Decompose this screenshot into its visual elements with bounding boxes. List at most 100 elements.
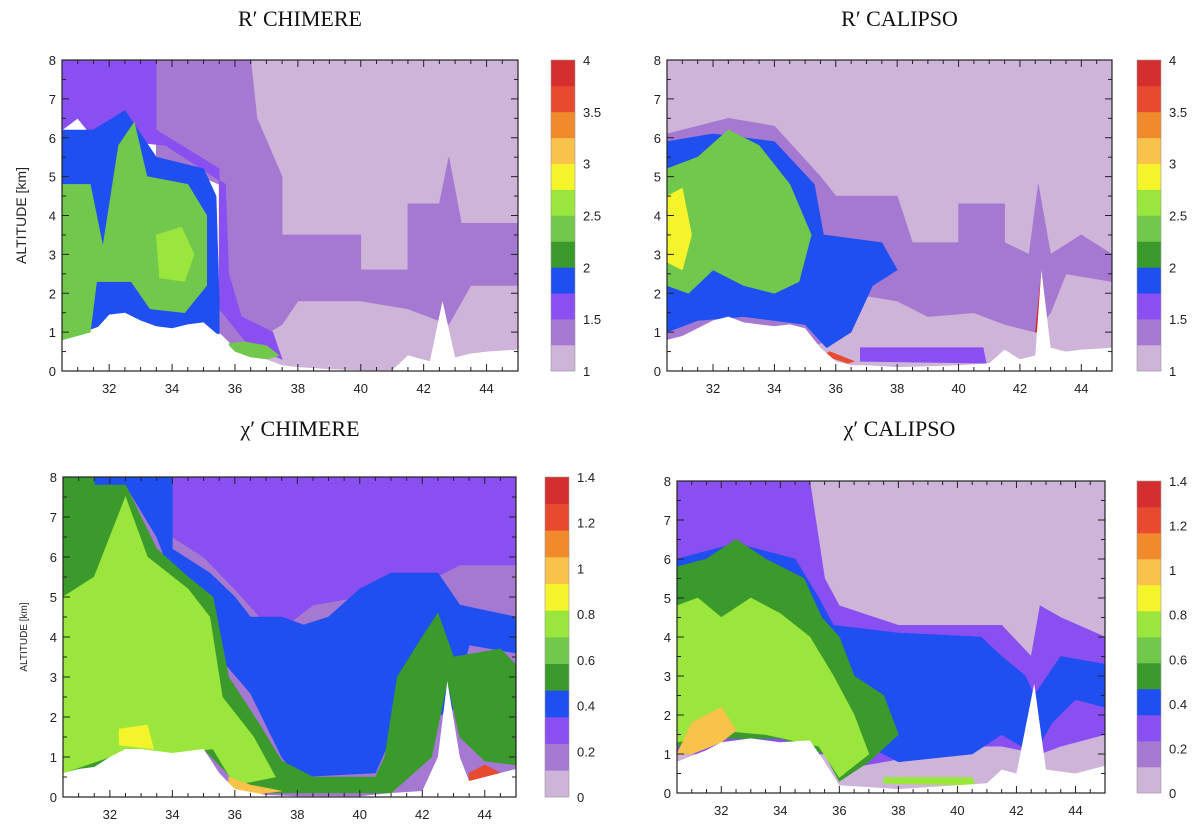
colorbar-swatch <box>1137 559 1161 586</box>
colorbar-swatch <box>545 530 569 558</box>
colorbar-label: 4 <box>583 53 590 68</box>
y-tick-label: 7 <box>50 510 57 525</box>
colorbar-label: 1 <box>1169 563 1176 578</box>
colorbar-swatch <box>545 690 569 718</box>
colorbar-swatch <box>545 503 569 531</box>
colorbar-swatch <box>551 163 575 190</box>
y-tick-label: 8 <box>664 474 671 489</box>
colorbar-swatch <box>1137 241 1161 268</box>
y-tick-label: 3 <box>664 669 671 684</box>
colorbar-swatch <box>551 60 575 87</box>
colorbar-label: 3.5 <box>1169 105 1187 120</box>
value-region <box>859 347 987 364</box>
colorbar-swatch <box>1137 637 1161 664</box>
colorbar-label: 0.4 <box>577 699 595 714</box>
colorbar-swatch <box>551 189 575 216</box>
colorbar-label: 1 <box>1169 364 1176 379</box>
colorbar-label: 0.2 <box>1169 741 1187 756</box>
colorbar-frame <box>1136 480 1162 794</box>
heatmap-field <box>667 60 1112 371</box>
colorbar-label: 1.4 <box>577 470 595 485</box>
colorbar-label: 3 <box>583 157 590 172</box>
terrain-mask <box>63 681 516 797</box>
y-tick-label: 1 <box>49 325 56 340</box>
colorbar-swatch <box>1137 293 1161 320</box>
y-tick-label: 6 <box>50 550 57 565</box>
colorbar-label: 1.5 <box>1169 312 1187 327</box>
colorbar-swatch <box>551 267 575 294</box>
x-tick-label: 40 <box>951 381 965 396</box>
chart-title: R′ CHIMERE <box>238 6 362 31</box>
y-tick-label: 5 <box>49 170 56 185</box>
colorbar-swatch <box>545 717 569 744</box>
terrain-mask <box>62 301 518 371</box>
value-region <box>677 706 737 755</box>
colorbar-swatch <box>1137 319 1161 346</box>
colorbar-swatch <box>545 477 569 504</box>
x-tick-label: 36 <box>829 381 843 396</box>
chart-chi-chimere: χ′ CHIMERE 32 34 36 38 40 42 44 0 1 2 3 4 5 6 7 8 ALTITU… <box>0 410 600 826</box>
chart-title: R′ CALIPSO <box>841 6 958 31</box>
chart-r-chimere: R′ CHIMERE 32 34 36 38 40 42 44 0 1 2 3 4 5 6 7 8 ALTITU… <box>0 0 601 410</box>
terrain-mask <box>667 269 1112 371</box>
x-tick-label: 42 <box>416 381 430 396</box>
tick-marks <box>666 59 1113 372</box>
y-tick-label: 5 <box>50 590 57 605</box>
tick-marks <box>676 480 1106 794</box>
y-tick-label: 2 <box>664 708 671 723</box>
colorbar-label: 2.5 <box>583 209 601 224</box>
value-region <box>677 597 870 778</box>
colorbar-swatch <box>1137 345 1161 372</box>
colorbar-swatch <box>551 345 575 372</box>
colorbar-label: 0.2 <box>577 744 595 759</box>
value-region <box>118 724 154 750</box>
value-region <box>667 187 692 271</box>
value-region <box>62 121 207 341</box>
colorbar-frame <box>550 59 576 372</box>
value-region <box>667 129 812 294</box>
x-tick-label: 44 <box>478 807 492 822</box>
colorbar-swatch <box>551 215 575 242</box>
y-tick-label: 4 <box>49 209 56 224</box>
y-tick-label: 5 <box>654 170 661 185</box>
heatmap-field <box>63 477 516 797</box>
y-tick-label: 2 <box>654 286 661 301</box>
colorbar: 1 1.5 2 2.5 3 3.5 4 <box>550 53 601 379</box>
colorbar-frame <box>544 476 570 798</box>
colorbar-swatch <box>545 743 569 771</box>
x-tick-label: 32 <box>706 381 720 396</box>
y-tick-label: 2 <box>49 286 56 301</box>
x-tick-label: 42 <box>1013 381 1027 396</box>
x-tick-label: 32 <box>714 803 728 818</box>
colorbar-swatch <box>1137 267 1161 294</box>
terrain-mask <box>677 683 1105 793</box>
y-tick-label: 4 <box>654 209 661 224</box>
colorbar-swatch <box>1137 585 1161 612</box>
x-tick-label: 44 <box>1074 381 1088 396</box>
x-tick-label: 32 <box>102 381 116 396</box>
colorbar-swatch <box>545 583 569 611</box>
colorbar-swatch <box>545 557 569 584</box>
colorbar-swatch <box>1137 481 1161 508</box>
y-tick-label: 4 <box>664 630 671 645</box>
colorbar-swatch <box>1137 215 1161 242</box>
colorbar-swatch <box>1137 111 1161 139</box>
x-tick-label: 40 <box>354 381 368 396</box>
colorbar-swatch <box>1137 137 1161 164</box>
colorbar-swatch <box>1137 741 1161 768</box>
colorbar-swatch <box>551 85 575 113</box>
y-tick-label: 0 <box>664 786 671 801</box>
y-tick-label: 7 <box>664 513 671 528</box>
y-tick-label: 6 <box>664 552 671 567</box>
colorbar: 0 0.2 0.4 0.6 0.8 1 1.2 1.4 <box>1136 474 1187 801</box>
colorbar: 0 0.2 0.4 0.6 0.8 1 1.2 1.4 <box>544 470 595 805</box>
colorbar-swatch <box>1137 163 1161 190</box>
colorbar-label: 3 <box>1169 157 1176 172</box>
heatmap-field <box>677 481 1105 793</box>
colorbar-swatch <box>551 137 575 164</box>
colorbar-swatch <box>545 663 569 691</box>
colorbar-label: 1 <box>577 561 584 576</box>
y-tick-label: 3 <box>654 247 661 262</box>
